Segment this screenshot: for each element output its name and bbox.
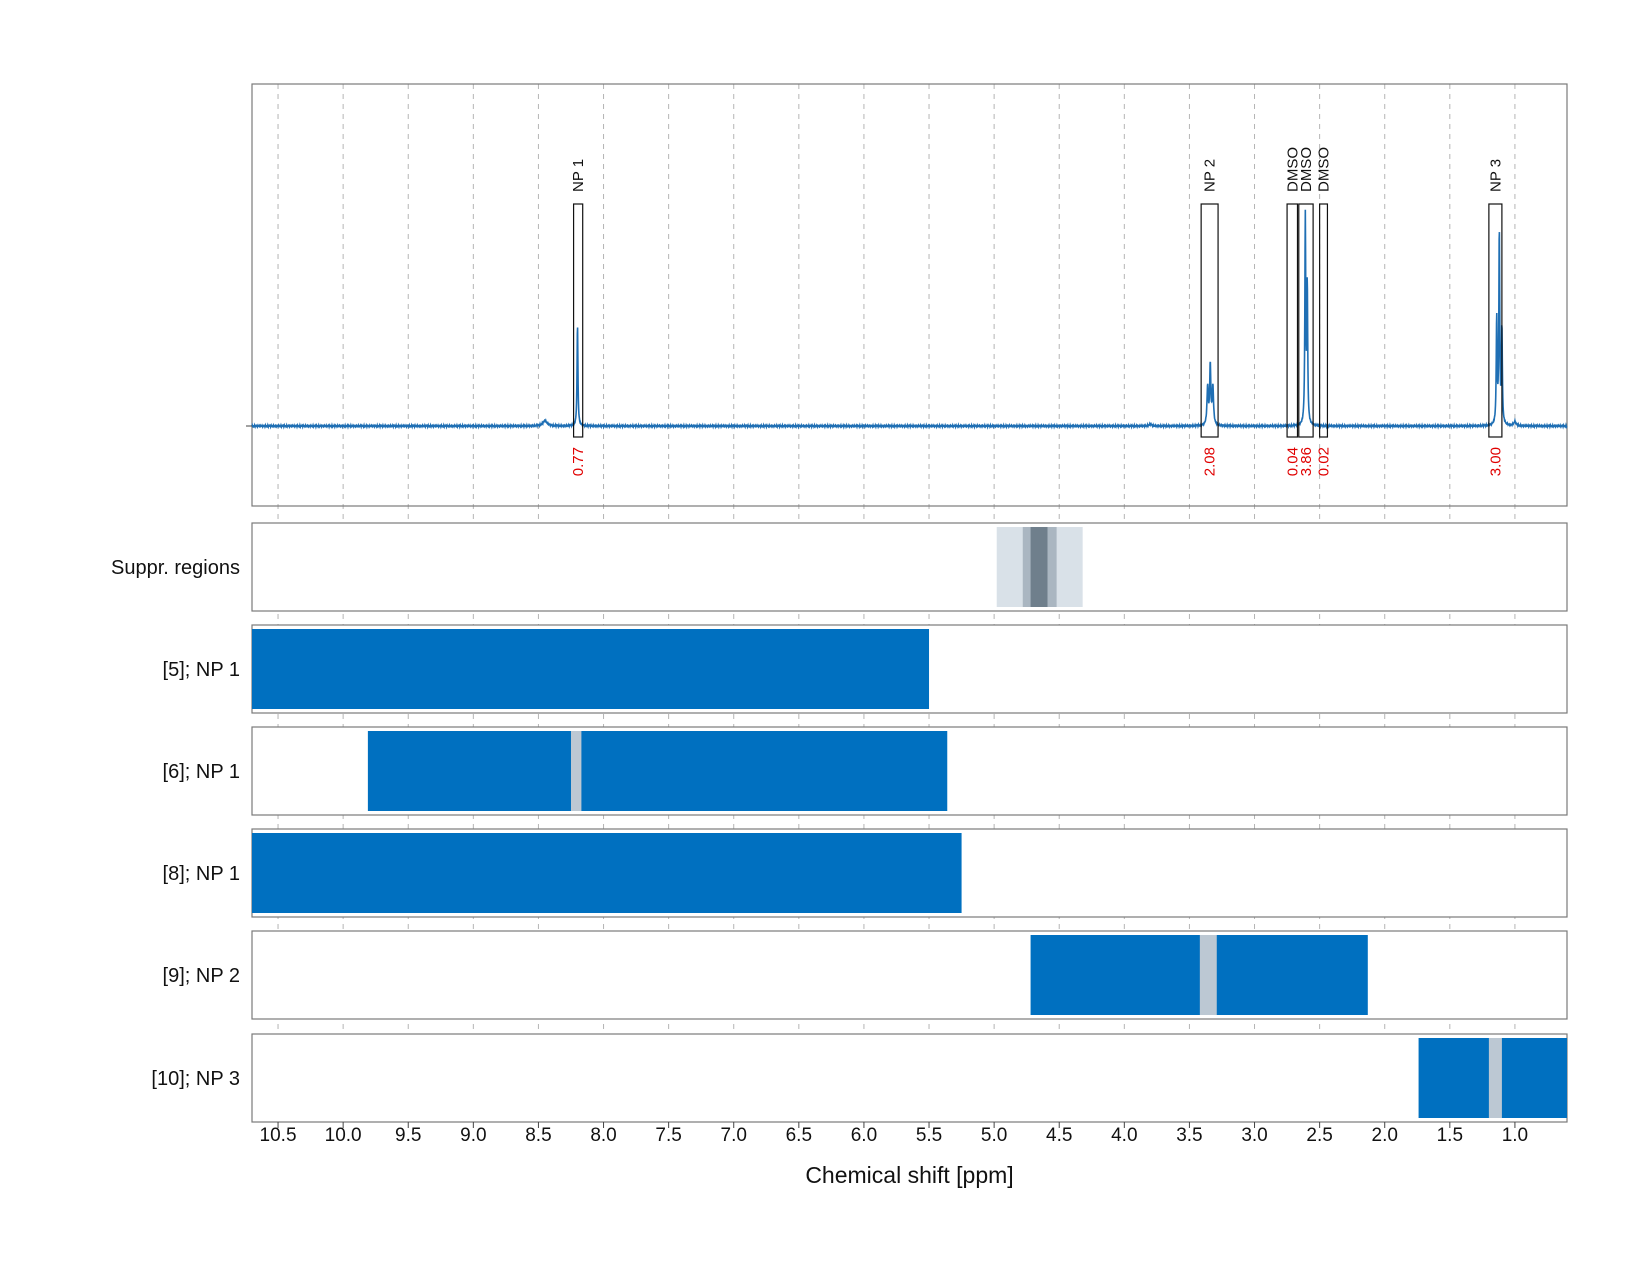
x-axis: 10.5 10.0 9.5 9.0 8.5 8.0 7.5 7.0 6.5 6.0 5.5 5.0 4.… [260,1122,1528,1146]
integral-label-0: 0.77 [570,447,587,476]
integral-label-4: 0.02 [1316,447,1333,476]
peak-annotation-4: DMSO 0.02 [1316,147,1333,476]
integral-label-3: 3.86 [1298,447,1315,476]
peak-box-5 [1488,203,1503,438]
track-4: [9]; NP 2 [163,930,1568,1020]
x-tick-label-19: 1.0 [1502,1125,1528,1146]
peak-annotation-2: DMSO 0.04 [1284,147,1301,476]
track-frame-4 [251,930,1568,1020]
peak-annotation-3: DMSO 3.86 [1298,147,1315,476]
spectrum-panel: NP 1 0.77 NP 2 2.08 DMSO 0.04 DMSO 3.86 DMSO 0.02… [246,83,1568,507]
track-2: [6]; NP 1 [163,726,1568,816]
peak-label-5: NP 3 [1487,159,1504,192]
x-tick-label-18: 1.5 [1437,1125,1463,1146]
peak-annotation-1: NP 2 2.08 [1200,159,1219,476]
region-bar-1 [252,629,930,709]
suppression-band-2 [1030,527,1048,607]
track-frame-5 [251,1033,1568,1123]
x-tick-label-4: 8.5 [525,1125,551,1146]
track-label-4: [9]; NP 2 [163,965,240,987]
peak-box-2 [1286,203,1299,438]
track-label-1: [5]; NP 1 [163,659,240,681]
excluded-band-5-0 [1488,1038,1502,1118]
track-label-0: Suppr. regions [111,557,240,579]
region-tracks: Suppr. regions [5]; NP 1 [6]; NP 1 [8]; NP … [111,522,1568,1123]
spectrum-frame [251,83,1568,507]
spectrum-line [251,209,1568,430]
track-1: [5]; NP 1 [163,624,1568,714]
track-label-2: [6]; NP 1 [163,761,240,783]
x-tick-label-14: 3.5 [1176,1125,1202,1146]
track-label-3: [8]; NP 1 [163,863,240,885]
peak-label-1: NP 2 [1202,159,1219,192]
excluded-band-4-0 [1199,935,1217,1015]
x-tick-label-11: 5.0 [981,1125,1007,1146]
peak-label-2: DMSO [1284,147,1301,192]
track-5: [10]; NP 3 [151,1033,1568,1123]
x-tick-label-2: 9.5 [395,1125,421,1146]
region-bar-3 [252,833,962,913]
x-tick-label-16: 2.5 [1306,1125,1332,1146]
track-label-5: [10]; NP 3 [151,1068,240,1090]
peak-box-1 [1200,203,1219,438]
integral-label-5: 3.00 [1487,447,1504,476]
x-tick-label-6: 7.5 [655,1125,681,1146]
peak-annotation-0: NP 1 0.77 [570,159,587,476]
peak-box-3 [1298,203,1314,438]
x-tick-label-10: 5.5 [916,1125,942,1146]
x-axis-title: Chemical shift [ppm] [805,1162,1013,1188]
peak-annotation-5: NP 3 3.00 [1487,159,1504,476]
x-tick-label-0: 10.5 [260,1125,297,1146]
peak-box-4 [1319,203,1329,438]
x-tick-label-8: 6.5 [786,1125,812,1146]
x-tick-label-7: 7.0 [721,1125,747,1146]
integral-label-1: 2.08 [1202,447,1219,476]
x-tick-label-1: 10.0 [325,1125,362,1146]
excluded-band-2-0 [570,731,582,811]
region-bar-2 [367,731,948,811]
x-tick-label-3: 9.0 [460,1125,486,1146]
region-bar-4 [1030,935,1368,1015]
x-tick-label-13: 4.0 [1111,1125,1137,1146]
x-tick-label-15: 3.0 [1241,1125,1267,1146]
x-tick-label-5: 8.0 [590,1125,616,1146]
track-frame-0 [251,522,1568,612]
peak-box-0 [572,203,584,438]
track-0: Suppr. regions [111,522,1568,612]
peak-label-4: DMSO [1316,147,1333,192]
track-3: [8]; NP 1 [163,828,1568,918]
x-tick-label-12: 4.5 [1046,1125,1072,1146]
x-tick-label-9: 6.0 [851,1125,877,1146]
peak-label-0: NP 1 [570,159,587,192]
integral-label-2: 0.04 [1284,447,1301,476]
peak-label-3: DMSO [1298,147,1315,192]
x-tick-label-17: 2.0 [1372,1125,1398,1146]
